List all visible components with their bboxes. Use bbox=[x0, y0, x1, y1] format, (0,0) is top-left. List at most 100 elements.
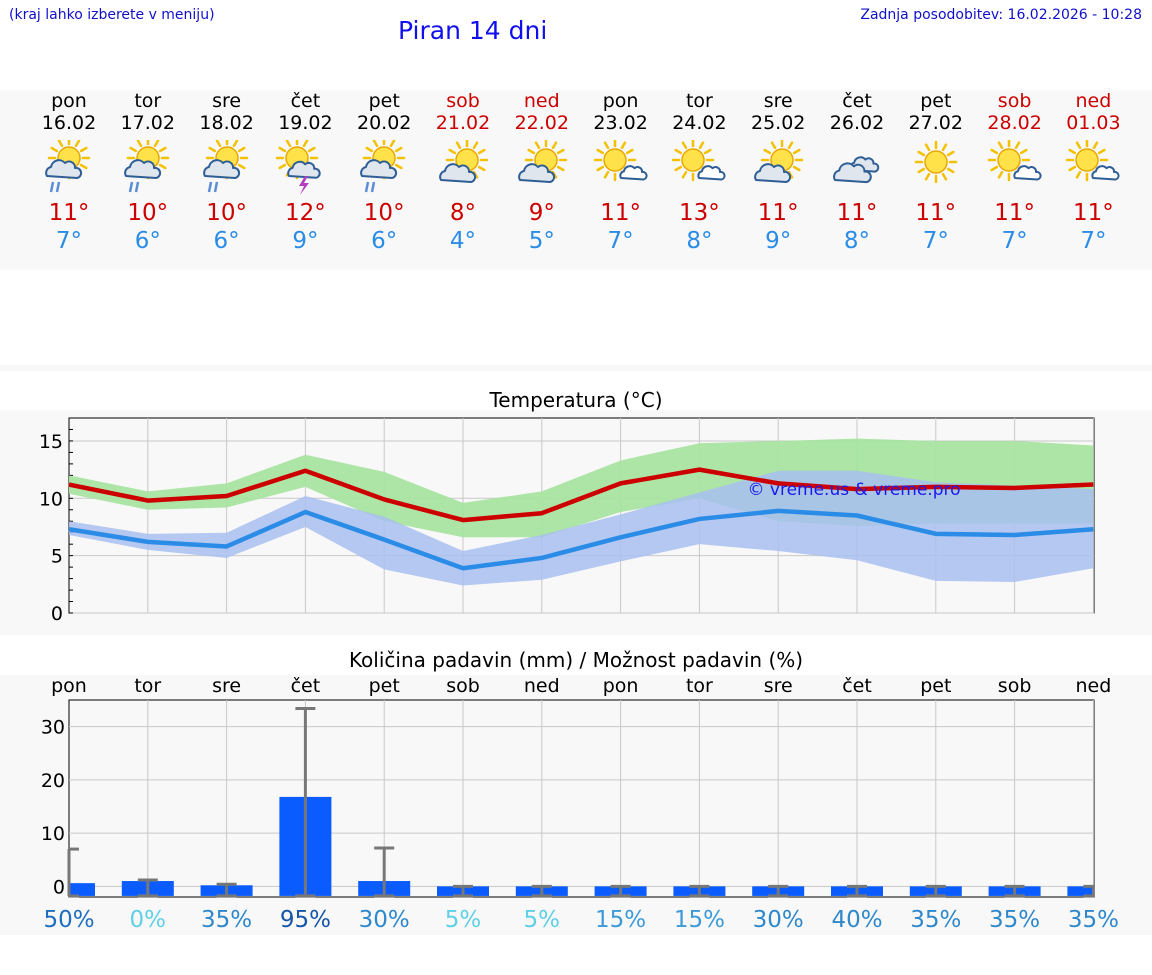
min-temp: 7° bbox=[55, 228, 83, 254]
precip-chance-label: 35% bbox=[910, 907, 961, 933]
day-of-week: tor bbox=[134, 90, 162, 112]
category-label: čet bbox=[842, 675, 872, 697]
min-range-band bbox=[69, 470, 1094, 586]
day-header: čet 26.02 bbox=[817, 90, 897, 134]
precip-error-bar bbox=[1004, 884, 1025, 898]
max-temp: 10° bbox=[363, 200, 405, 226]
precip-error-bar bbox=[1083, 884, 1095, 898]
min-temp: 8° bbox=[843, 228, 871, 254]
day-date: 20.02 bbox=[356, 112, 412, 134]
day-header: pet 20.02 bbox=[344, 90, 424, 134]
y-tick-label: 10 bbox=[39, 488, 63, 510]
y-tick-label: 0 bbox=[51, 603, 63, 625]
sun-cloud-rain-icon bbox=[45, 140, 91, 193]
precip-chance-label: 95% bbox=[280, 907, 331, 933]
sun-icon bbox=[914, 140, 958, 184]
day-header: sre 18.02 bbox=[187, 90, 267, 134]
max-temp: 11° bbox=[836, 200, 878, 226]
max-temp: 11° bbox=[915, 200, 957, 226]
min-temp: 7° bbox=[607, 228, 634, 254]
day-date: 26.02 bbox=[829, 112, 885, 134]
category-label: tor bbox=[134, 675, 161, 697]
precip-error-bar bbox=[847, 884, 867, 898]
precip-bar bbox=[70, 883, 95, 896]
category-label: sob bbox=[998, 675, 1032, 697]
day-date: 22.02 bbox=[514, 112, 569, 134]
sun-cloud-icon bbox=[754, 140, 804, 183]
day-of-week: ned bbox=[523, 90, 560, 112]
category-label: pon bbox=[603, 675, 639, 697]
day-of-week: sre bbox=[763, 90, 793, 112]
plot-area bbox=[68, 699, 1095, 898]
category-label: tor bbox=[686, 675, 713, 697]
page-title: Piran 14 dni bbox=[398, 16, 548, 45]
sun-small-cloud-icon bbox=[987, 140, 1042, 182]
category-label: pet bbox=[920, 675, 951, 697]
min-temp: 6° bbox=[134, 228, 161, 254]
watermark: © vreme.us & vreme.pro bbox=[747, 480, 960, 500]
day-date: 23.02 bbox=[593, 112, 648, 134]
category-label: sre bbox=[212, 675, 241, 697]
min-temp: 7° bbox=[1001, 228, 1028, 254]
precip-chance-label: 40% bbox=[831, 907, 882, 933]
precip-chance-label: 15% bbox=[674, 907, 725, 933]
y-tick-label: 5 bbox=[51, 546, 63, 568]
day-header: sob 28.02 bbox=[975, 90, 1055, 134]
sun-small-cloud-icon bbox=[593, 140, 648, 182]
precip-chance-label: 15% bbox=[595, 907, 646, 933]
day-of-week: pet bbox=[920, 90, 952, 112]
day-header: ned 22.02 bbox=[502, 90, 582, 134]
min-temp: 7° bbox=[922, 228, 949, 254]
min-temp: 6° bbox=[371, 228, 398, 254]
precip-chance-label: 30% bbox=[359, 907, 410, 933]
max-temp: 11° bbox=[1073, 200, 1114, 226]
day-header: pet 27.02 bbox=[896, 90, 976, 134]
y-tick-label: 10 bbox=[41, 823, 65, 845]
precip-error-bar bbox=[610, 884, 631, 898]
y-tick-label: 15 bbox=[39, 431, 63, 453]
category-label: pon bbox=[51, 675, 87, 697]
sun-cloud-icon bbox=[517, 140, 568, 183]
max-temp: 9° bbox=[528, 200, 555, 226]
day-date: 21.02 bbox=[435, 112, 491, 134]
temp-chart-title: Temperatura (°C) bbox=[489, 388, 663, 412]
precip-error-bar bbox=[137, 878, 158, 898]
day-header: tor 24.02 bbox=[659, 90, 739, 134]
sun-small-cloud-icon bbox=[1066, 140, 1120, 182]
category-label: sob bbox=[446, 675, 480, 697]
y-tick-label: 20 bbox=[41, 770, 65, 792]
precip-chance-label: 5% bbox=[524, 907, 561, 933]
max-temp: 11° bbox=[48, 200, 90, 226]
precip-chance-label: 5% bbox=[445, 907, 482, 933]
day-date: 24.02 bbox=[672, 112, 727, 134]
precip-chance-label: 30% bbox=[753, 907, 804, 933]
precip-error-bar bbox=[295, 707, 316, 898]
min-temp: 5° bbox=[528, 228, 555, 254]
day-header: pon 16.02 bbox=[29, 90, 109, 134]
sun-cloud-rain-icon bbox=[360, 140, 406, 193]
max-temp: 10° bbox=[127, 200, 169, 226]
day-of-week: sob bbox=[446, 90, 480, 112]
day-date: 25.02 bbox=[750, 112, 806, 134]
precip-error-bar bbox=[453, 884, 473, 898]
category-label: ned bbox=[1076, 675, 1112, 697]
category-label: čet bbox=[291, 675, 321, 697]
max-temp: 12° bbox=[285, 200, 326, 226]
day-date: 18.02 bbox=[199, 112, 254, 134]
min-temp: 9° bbox=[765, 228, 792, 254]
day-of-week: pon bbox=[51, 90, 87, 112]
sun-small-cloud-icon bbox=[672, 140, 726, 182]
day-of-week: ned bbox=[1075, 90, 1112, 112]
min-temp: 8° bbox=[686, 228, 713, 254]
day-date: 01.03 bbox=[1066, 112, 1121, 134]
sun-cloud-rain-icon bbox=[123, 140, 170, 193]
max-temp: 11° bbox=[600, 200, 641, 226]
sun-cloud-thunder-icon bbox=[276, 140, 322, 195]
day-date: 17.02 bbox=[120, 112, 175, 134]
precip-error-bar bbox=[216, 882, 237, 898]
precip-error-bar bbox=[67, 847, 79, 898]
precip-chance-label: 50% bbox=[43, 907, 94, 933]
min-temp: 9° bbox=[292, 228, 319, 254]
day-header: sob 21.02 bbox=[423, 90, 503, 134]
location-hint[interactable]: (kraj lahko izberete v meniju) bbox=[9, 7, 215, 23]
